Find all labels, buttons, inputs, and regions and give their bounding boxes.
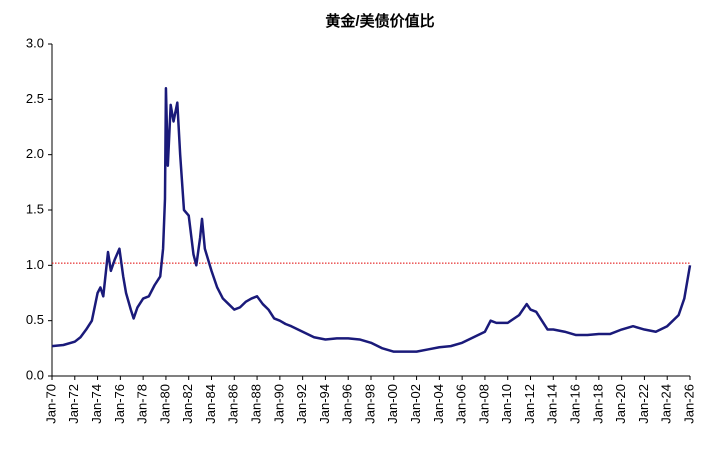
- x-tick-label: Jan-16: [568, 384, 583, 424]
- x-tick-label: Jan-78: [135, 384, 150, 424]
- x-tick-label: Jan-24: [659, 384, 674, 424]
- x-tick-label: Jan-20: [613, 384, 628, 424]
- x-tick-label: Jan-94: [317, 384, 332, 424]
- x-tick-label: Jan-98: [362, 384, 377, 424]
- x-tick-label: Jan-76: [112, 384, 127, 424]
- x-tick-label: Jan-72: [66, 384, 81, 424]
- x-tick-label: Jan-08: [476, 384, 491, 424]
- chart-title: 黄金/美债价值比: [325, 12, 434, 30]
- x-tick-label: Jan-88: [249, 384, 264, 424]
- x-tick-label: Jan-10: [499, 384, 514, 424]
- x-tick-label: Jan-22: [636, 384, 651, 424]
- y-tick-label: 1.5: [26, 201, 44, 216]
- x-tick-label: Jan-12: [522, 384, 537, 424]
- x-tick-label: Jan-14: [545, 384, 560, 424]
- y-tick-label: 3.0: [26, 35, 44, 50]
- x-tick-label: Jan-74: [89, 384, 104, 424]
- x-tick-label: Jan-86: [226, 384, 241, 424]
- x-tick-label: Jan-18: [590, 384, 605, 424]
- x-tick-label: Jan-96: [340, 384, 355, 424]
- x-tick-label: Jan-90: [271, 384, 286, 424]
- x-tick-label: Jan-82: [180, 384, 195, 424]
- y-tick-label: 2.5: [26, 91, 44, 106]
- x-tick-label: Jan-02: [408, 384, 423, 424]
- y-tick-label: 0.5: [26, 312, 44, 327]
- y-tick-label: 2.0: [26, 146, 44, 161]
- x-tick-label: Jan-84: [203, 384, 218, 424]
- x-tick-label: Jan-26: [681, 384, 696, 424]
- y-tick-label: 0.0: [26, 367, 44, 382]
- x-tick-label: Jan-04: [431, 384, 446, 424]
- y-tick-label: 1.0: [26, 257, 44, 272]
- data-line: [51, 87, 692, 353]
- x-tick-label: Jan-06: [454, 384, 469, 424]
- x-tick-label: Jan-80: [157, 384, 172, 424]
- x-tick-label: Jan-00: [385, 384, 400, 424]
- x-tick-label: Jan-70: [43, 384, 58, 424]
- x-tick-label: Jan-92: [294, 384, 309, 424]
